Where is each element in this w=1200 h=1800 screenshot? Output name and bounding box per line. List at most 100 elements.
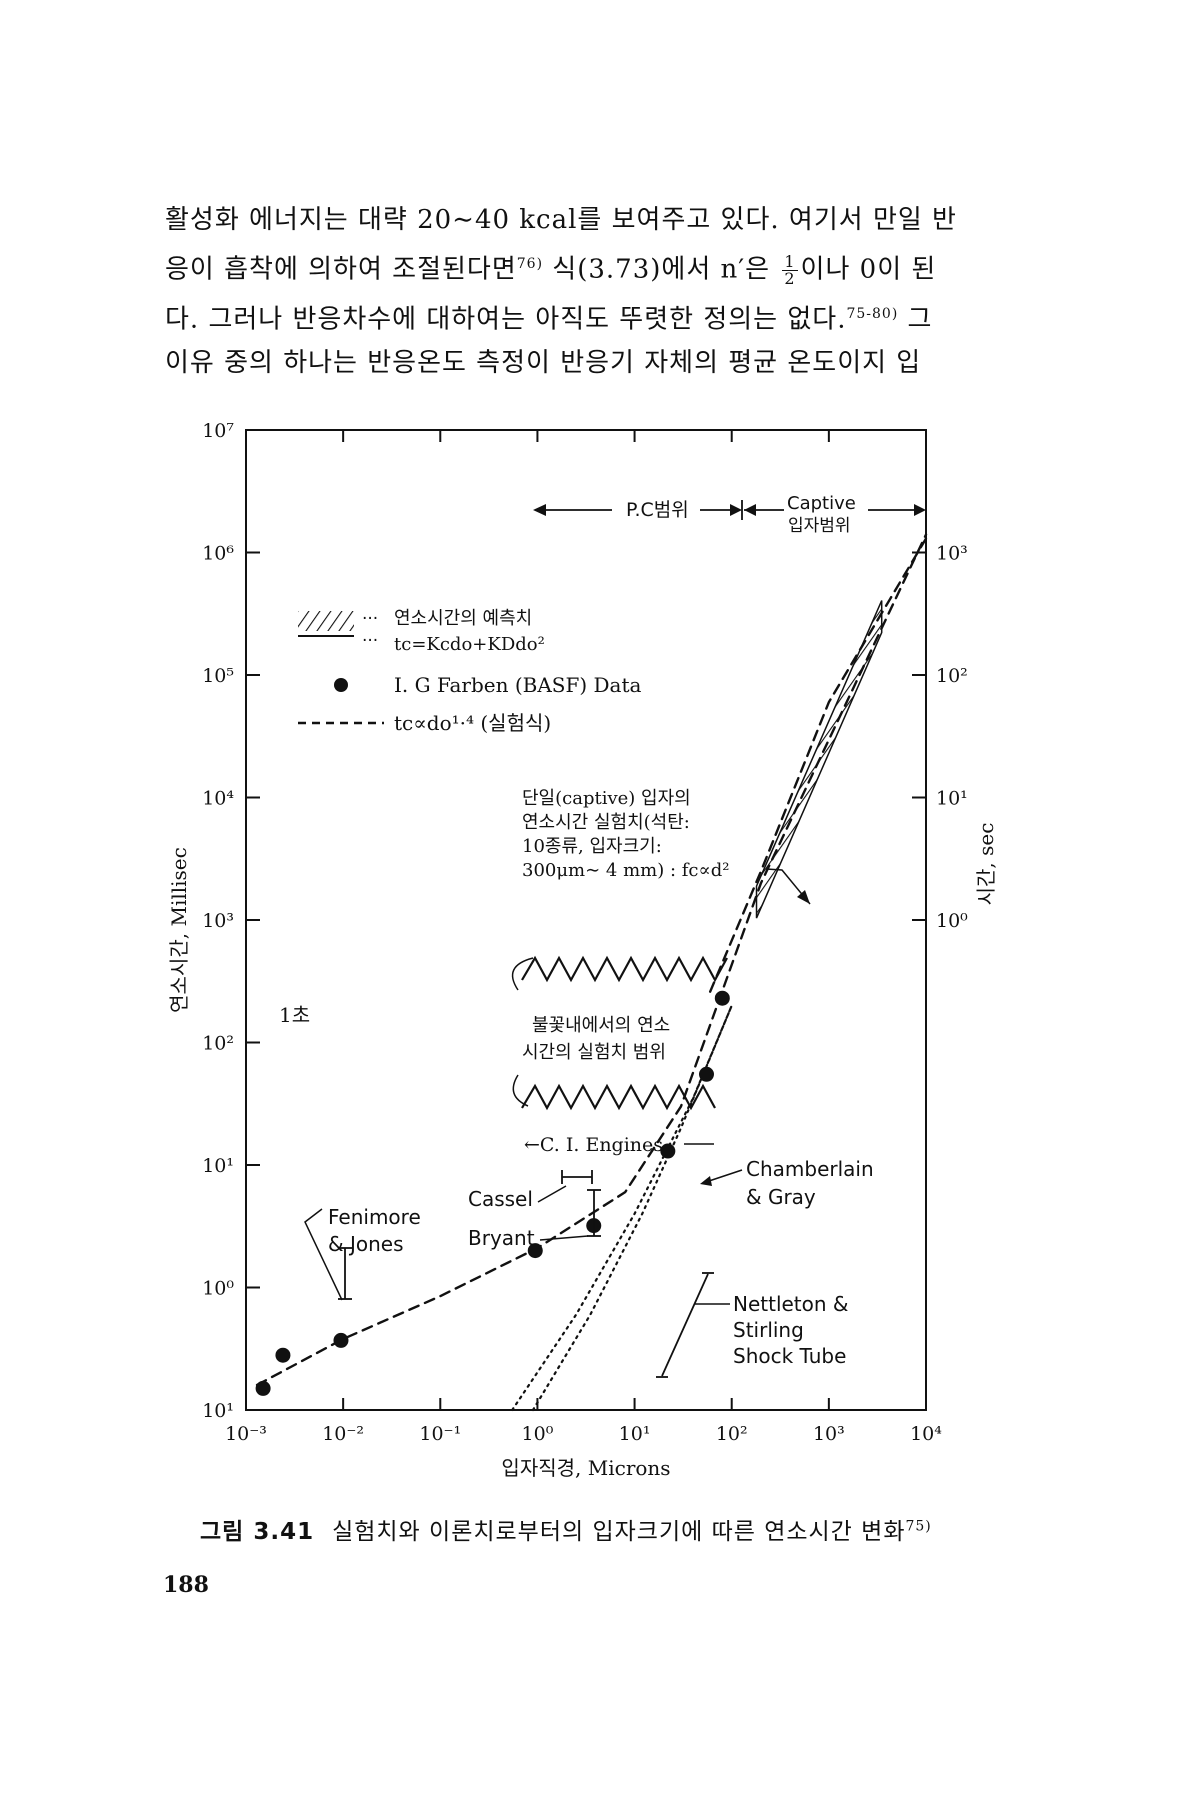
flame-bracket-top — [511, 957, 534, 991]
legend-hatch-formula: tc=Kcdo+KDdo² — [394, 634, 545, 655]
legend-hatch-dots-1: ··· — [362, 609, 378, 629]
legend-hatch-swatch — [298, 611, 354, 631]
y-axis-ticks — [246, 429, 260, 1289]
paragraph-line-2-a: 응이 흡착에 의하여 조절된다면 — [165, 254, 517, 285]
paragraph-line-4: 이유 중의 하나는 반응온도 측정이 반응기 자체의 평균 온도이지 입 — [165, 348, 922, 379]
right-axis-ticks — [912, 551, 926, 921]
series-line-2 — [708, 537, 928, 993]
citation-75-80: 75-80) — [846, 305, 899, 322]
flame-range-zigzag-bottom — [521, 1083, 716, 1111]
captive-annotation-4: 300μm∼ 4 mm) : fc∝d² — [522, 860, 729, 881]
y-tick-label: 10¹ — [202, 1400, 234, 1422]
jones-label: & Jones — [328, 1232, 404, 1256]
body-paragraph: 활성화 에너지는 대략 20∼40 kcal를 보여주고 있다. 여기서 만일 … — [165, 198, 1045, 385]
figure-caption-text: 실험치와 이론치로부터의 입자크기에 따른 연소시간 변화 — [332, 1519, 906, 1545]
cassel-leader — [537, 1185, 567, 1203]
pc-range-label: P.C범위 — [626, 499, 689, 521]
x-tick-label: 10⁻¹ — [419, 1423, 461, 1445]
y-tick-label: 10³ — [202, 910, 234, 932]
paragraph-line-1: 활성화 에너지는 대략 20∼40 kcal를 보여주고 있다. 여기서 만일 … — [165, 205, 957, 235]
y-tick-label: 10⁵ — [202, 665, 234, 687]
captive-range-arrowhead-right — [914, 504, 926, 516]
pc-range-arrowhead-right — [730, 504, 742, 516]
chamberlain-arrowhead — [700, 1176, 712, 1186]
legend-hatch-label: 연소시간의 예측치 — [394, 608, 532, 629]
chamberlain-label: Chamberlain — [746, 1157, 874, 1181]
shock-tube-label: Shock Tube — [733, 1344, 846, 1368]
series-line-3 — [531, 1004, 733, 1412]
paragraph-line-2-c: 이나 0이 된 — [800, 254, 937, 285]
stirling-label: Stirling — [733, 1318, 804, 1342]
series-line-4 — [511, 1004, 733, 1412]
pc-range-arrowhead-left — [533, 504, 546, 516]
captive-annotation-1: 단일(captive) 입자의 — [522, 788, 691, 809]
page-number: 188 — [163, 1572, 209, 1598]
one-second-label: 1초 — [279, 1003, 310, 1027]
figure-number: 그림 3.41 — [200, 1519, 315, 1545]
x-tick-label: 10¹ — [619, 1423, 651, 1445]
right-tick-label: 10³ — [936, 543, 968, 565]
x-axis-label: 입자직경, Microns — [501, 1456, 670, 1480]
captive-range-arrowhead-left — [744, 504, 756, 516]
legend-dash-label: tc∝do¹·⁴ (실험식) — [394, 711, 551, 735]
paragraph-line-2: 응이 흡착에 의하여 조절된다면76) 식(3.73)에서 n′은 1 2 이나 0… — [165, 242, 1045, 292]
flame-annotation-2: 시간의 실험치 범위 — [522, 1042, 666, 1063]
nettleton-label: Nettleton & — [733, 1292, 849, 1316]
flame-annotation-1: 불꽃내에서의 연소 — [532, 1015, 670, 1036]
captive-annotation-leader — [765, 868, 811, 905]
legend-dot-label: I. G Farben (BASF) Data — [394, 673, 642, 697]
x-axis-ticks — [245, 430, 927, 1410]
x-tick-label: 10⁰ — [522, 1423, 554, 1445]
captive-range-label: Captive — [787, 493, 856, 514]
data-point — [714, 990, 730, 1006]
captive-annotation-arrowhead — [797, 890, 810, 904]
data-point — [333, 1332, 349, 1348]
x-tick-labels: 10⁻³ 10⁻² 10⁻¹ 10⁰ 10¹ 10² 10³ 10⁴ — [225, 1423, 942, 1445]
legend-dot-marker — [334, 678, 348, 692]
plot-frame — [245, 429, 927, 1411]
flame-range-zigzag-top — [521, 955, 728, 983]
paragraph-line-3: 다. 그러나 반응차수에 대하여는 아직도 뚜렷한 정의는 없다.75-80) … — [165, 292, 1045, 342]
y-axis-label-left: 연소시간, Millisec — [167, 847, 191, 1013]
fenimore-label: Fenimore — [328, 1205, 421, 1229]
flame-bracket-bottom — [512, 1074, 529, 1107]
fraction-numerator: 1 — [782, 252, 798, 272]
captive-annotation-2: 연소시간 실험치(석탄: — [522, 812, 690, 833]
y-tick-label: 10⁷ — [202, 420, 234, 442]
paragraph-line-2-b: 식(3.73)에서 n′은 — [543, 254, 780, 285]
y-tick-label: 10¹ — [202, 1155, 234, 1177]
captive-range-label-2: 입자범위 — [788, 516, 851, 536]
paragraph-line-3-b: 그 — [898, 304, 933, 335]
ci-engines-label: ←C. I. Engines — [524, 1134, 663, 1156]
data-point — [527, 1243, 543, 1259]
cassel-label: Cassel — [468, 1187, 533, 1211]
x-tick-label: 10⁻² — [322, 1423, 364, 1445]
y-axis-label-right: 시간, sec — [974, 823, 998, 906]
right-tick-label: 10² — [936, 665, 968, 687]
paragraph-line-3-a: 다. 그러나 반응차수에 대하여는 아직도 뚜렷한 정의는 없다. — [165, 304, 847, 335]
series-line-1 — [255, 533, 928, 1387]
y-tick-label: 10⁴ — [202, 788, 234, 810]
fenimore-leader — [304, 1208, 343, 1301]
y-tick-label: 10⁶ — [202, 543, 234, 565]
gray-label: & Gray — [746, 1185, 816, 1209]
x-tick-label: 10³ — [813, 1423, 845, 1445]
fraction-denominator: 2 — [784, 269, 796, 289]
data-point — [255, 1380, 271, 1396]
nettleton-range-bar — [661, 1273, 709, 1377]
right-tick-labels: 10⁰ 10¹ 10² 10³ — [936, 543, 968, 933]
legend-hatch-dots-2: ··· — [362, 631, 378, 651]
x-tick-label: 10² — [716, 1423, 748, 1445]
x-tick-label: 10⁴ — [910, 1423, 942, 1445]
figure-caption-ref: 75) — [905, 1518, 932, 1535]
right-tick-label: 10⁰ — [936, 910, 968, 932]
bryant-leader — [539, 1235, 589, 1241]
x-tick-label: 10⁻³ — [225, 1423, 267, 1445]
data-point — [275, 1347, 291, 1363]
data-point — [698, 1066, 714, 1082]
y-tick-label: 10⁰ — [202, 1278, 234, 1300]
y-tick-labels: 10¹ 10⁰ 10¹ 10² 10³ 10⁴ 10⁵ 10⁶ 10⁷ — [202, 420, 234, 1422]
captive-annotation-3: 10종류, 입자크기: — [522, 836, 662, 857]
